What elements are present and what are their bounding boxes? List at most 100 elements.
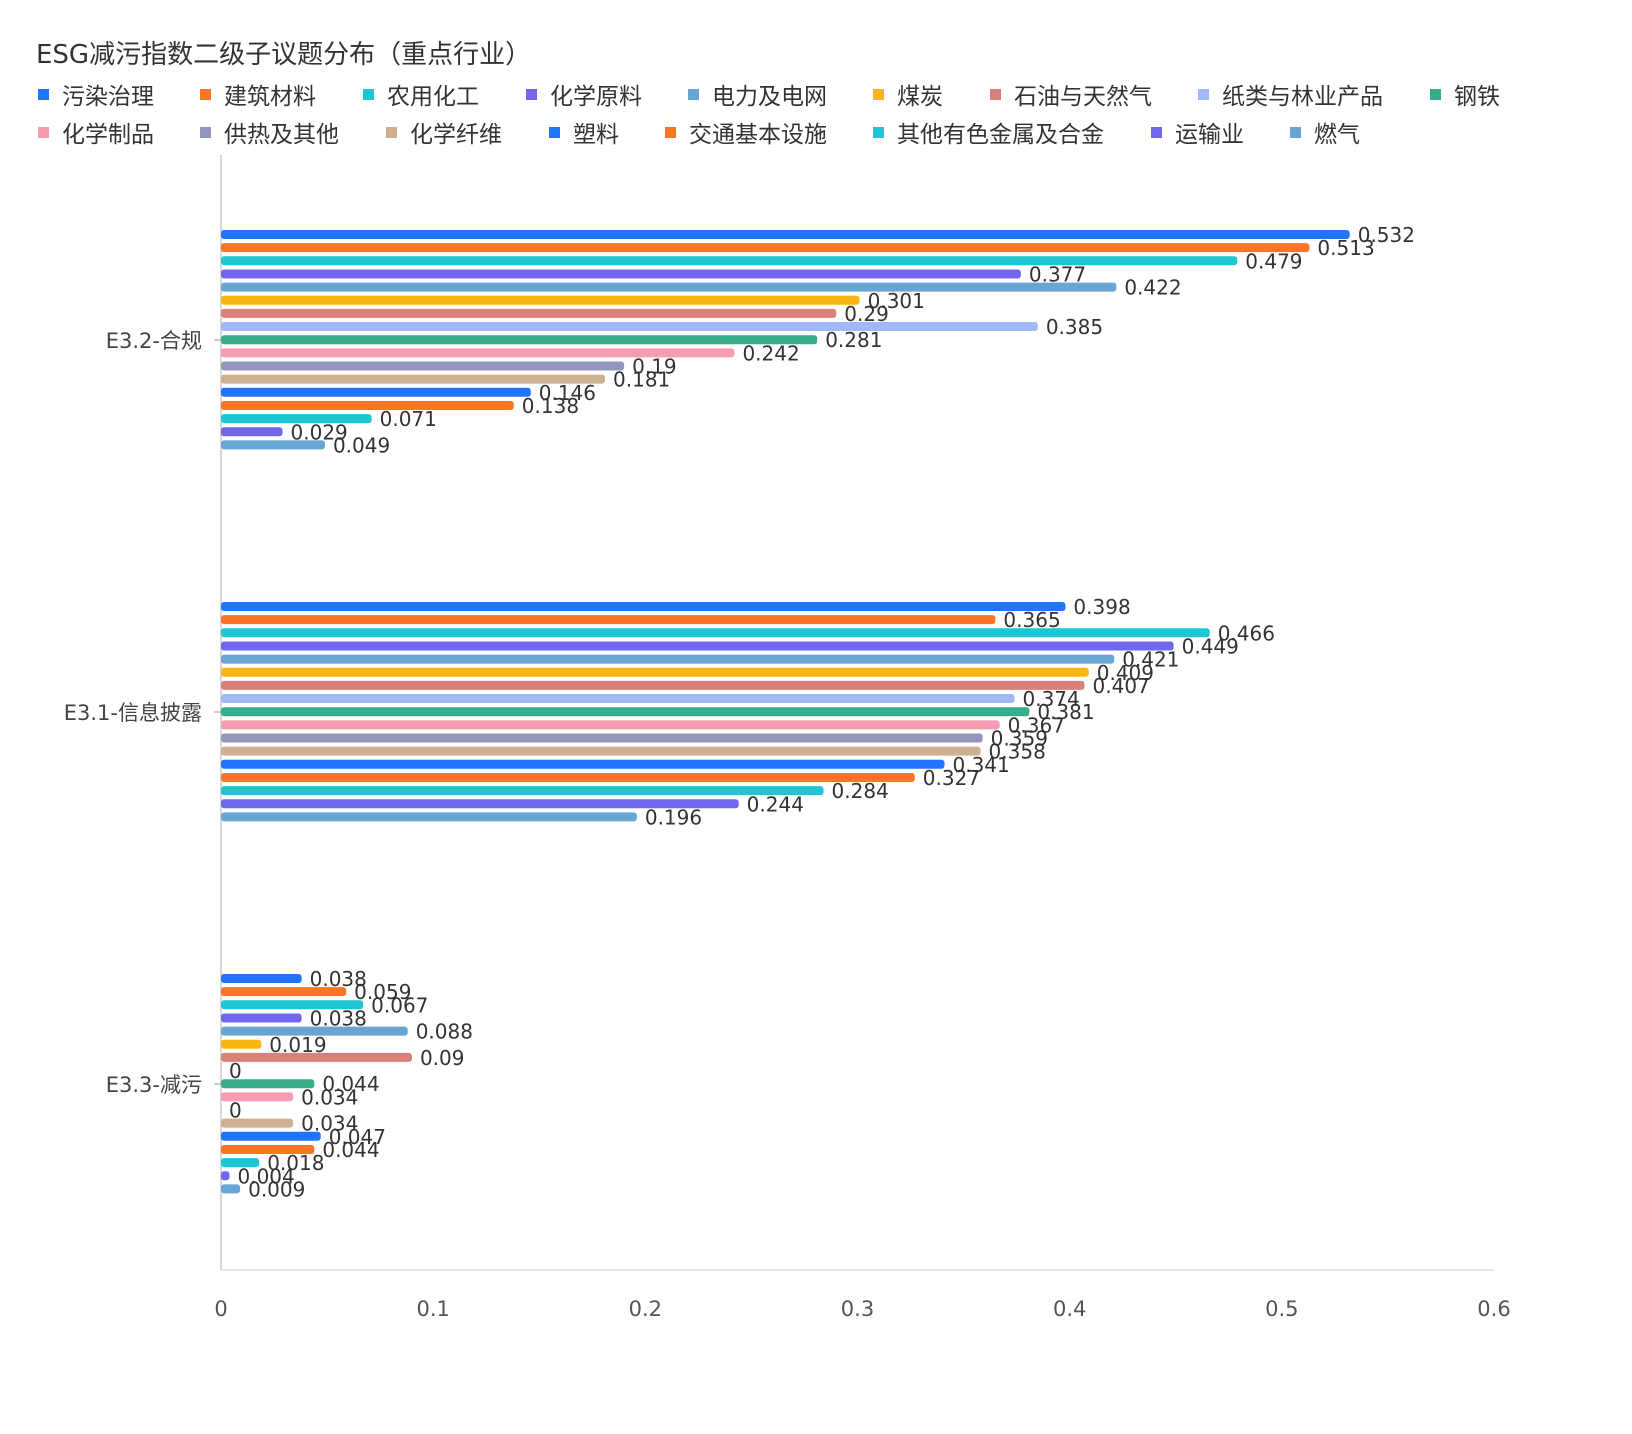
data-label-g3-s6: 0.019 (269, 1033, 326, 1057)
data-label-g1-s15: 0.071 (380, 407, 437, 431)
bar-g2-s9 (221, 707, 1030, 717)
data-label-g1-s14: 0.138 (522, 394, 579, 418)
legend-marker-11 (200, 127, 211, 138)
data-label-g3-s14: 0.044 (322, 1138, 379, 1162)
bar-g1-s10 (221, 348, 735, 358)
bar-g2-s4 (221, 641, 1174, 651)
bar-g1-s5 (221, 282, 1117, 292)
data-label-g1-s11: 0.19 (632, 355, 677, 379)
data-label-g3-s13: 0.047 (329, 1125, 386, 1149)
bar-g2-s16 (221, 799, 739, 809)
data-label-g3-s12: 0.034 (301, 1112, 358, 1136)
data-label-g3-s8: 0 (229, 1059, 242, 1083)
data-label-g1-s8: 0.385 (1046, 315, 1103, 339)
bar-g3-s6 (221, 1039, 262, 1049)
x-tick-label-5: 0.5 (1265, 1297, 1298, 1321)
legend-label-16: 运输业 (1175, 122, 1244, 148)
bar-g2-s3 (221, 628, 1210, 638)
x-tick-label-4: 0.4 (1053, 1297, 1086, 1321)
legend-marker-12 (386, 127, 397, 138)
legend-label-12: 化学纤维 (410, 122, 502, 148)
data-label-g1-s2: 0.513 (1317, 236, 1374, 260)
data-label-g1-s5: 0.422 (1124, 276, 1181, 300)
data-label-g2-s10: 0.367 (1008, 713, 1065, 737)
legend-marker-16 (1151, 127, 1162, 138)
legend-marker-10 (38, 127, 49, 138)
bar-g2-s11 (221, 733, 983, 743)
data-label-g2-s8: 0.374 (1023, 687, 1080, 711)
data-label-g2-s1: 0.398 (1073, 595, 1130, 619)
legend-label-14: 交通基本设施 (689, 122, 827, 148)
bar-g2-s15 (221, 786, 824, 796)
bar-g3-s10 (221, 1092, 294, 1102)
data-label-g3-s3: 0.067 (371, 993, 428, 1017)
legend-label-10: 化学制品 (62, 122, 154, 148)
bar-g3-s13 (221, 1131, 321, 1141)
bar-g3-s16 (221, 1171, 230, 1181)
data-label-g3-s5: 0.088 (416, 1020, 473, 1044)
x-tick-label-1: 0.1 (416, 1297, 449, 1321)
data-label-g1-s6: 0.301 (868, 289, 925, 313)
data-label-g2-s2: 0.365 (1003, 608, 1060, 632)
x-tick-label-0: 0 (214, 1297, 227, 1321)
data-label-g3-s10: 0.034 (301, 1085, 358, 1109)
bar-g2-s6 (221, 667, 1089, 677)
data-label-g1-s13: 0.146 (539, 381, 596, 405)
bar-g1-s3 (221, 256, 1238, 266)
bar-g1-s11 (221, 361, 625, 371)
data-label-g2-s11: 0.359 (991, 727, 1048, 751)
bar-g1-s4 (221, 269, 1021, 279)
legend-marker-14 (665, 127, 676, 138)
data-label-g1-s9: 0.281 (825, 328, 882, 352)
legend-label-2: 建筑材料 (224, 84, 316, 110)
legend-label-9: 钢铁 (1454, 84, 1500, 110)
legend-label-3: 农用化工 (387, 84, 479, 110)
bar-g3-s3 (221, 1000, 364, 1010)
data-label-g2-s5: 0.421 (1122, 648, 1179, 672)
data-label-g2-s14: 0.327 (923, 766, 980, 790)
data-label-g1-s1: 0.532 (1358, 223, 1415, 247)
data-label-g3-s9: 0.044 (322, 1072, 379, 1096)
bar-g3-s5 (221, 1026, 408, 1036)
data-label-g1-s4: 0.377 (1029, 262, 1086, 286)
legend-marker-4 (526, 89, 537, 100)
category-label-2: E3.1-信息披露 (64, 701, 202, 725)
bar-g3-s4 (221, 1013, 302, 1023)
data-label-g1-s7: 0.29 (844, 302, 889, 326)
data-label-g2-s16: 0.244 (747, 792, 804, 816)
legend-marker-15 (873, 127, 884, 138)
bar-g3-s2 (221, 987, 347, 997)
legend-marker-3 (363, 89, 374, 100)
data-label-g1-s12: 0.181 (613, 368, 670, 392)
bar-g2-s2 (221, 615, 996, 625)
bar-g3-s7 (221, 1052, 412, 1062)
x-tick-label-2: 0.2 (629, 1297, 662, 1321)
legend-marker-9 (1430, 89, 1441, 100)
bar-g3-s9 (221, 1079, 315, 1089)
bar-g2-s17 (221, 812, 637, 822)
bar-g1-s14 (221, 400, 514, 410)
data-label-g1-s17: 0.049 (333, 433, 390, 457)
data-label-g3-s4: 0.038 (310, 1006, 367, 1030)
data-label-g2-s4: 0.449 (1182, 634, 1239, 658)
data-label-g2-s9: 0.381 (1037, 700, 1094, 724)
legend-marker-8 (1198, 89, 1209, 100)
legend-label-8: 纸类与林业产品 (1222, 84, 1383, 110)
bar-g1-s1 (221, 230, 1350, 239)
chart-title: ESG减污指数二级子议题分布（重点行业） (36, 40, 532, 70)
data-label-g3-s7: 0.09 (420, 1046, 465, 1070)
bar-g2-s10 (221, 720, 1000, 730)
legend-marker-6 (873, 89, 884, 100)
legend-marker-2 (200, 89, 211, 100)
legend-label-1: 污染治理 (62, 84, 154, 110)
data-label-g2-s6: 0.409 (1097, 661, 1154, 685)
data-label-g2-s13: 0.341 (952, 753, 1009, 777)
bar-g2-s8 (221, 694, 1015, 704)
data-label-g2-s12: 0.358 (989, 740, 1046, 764)
legend-marker-7 (990, 89, 1001, 100)
bar-g1-s16 (221, 427, 283, 437)
bar-g1-s15 (221, 414, 372, 424)
bar-g1-s2 (221, 243, 1310, 253)
legend-marker-5 (688, 89, 699, 100)
